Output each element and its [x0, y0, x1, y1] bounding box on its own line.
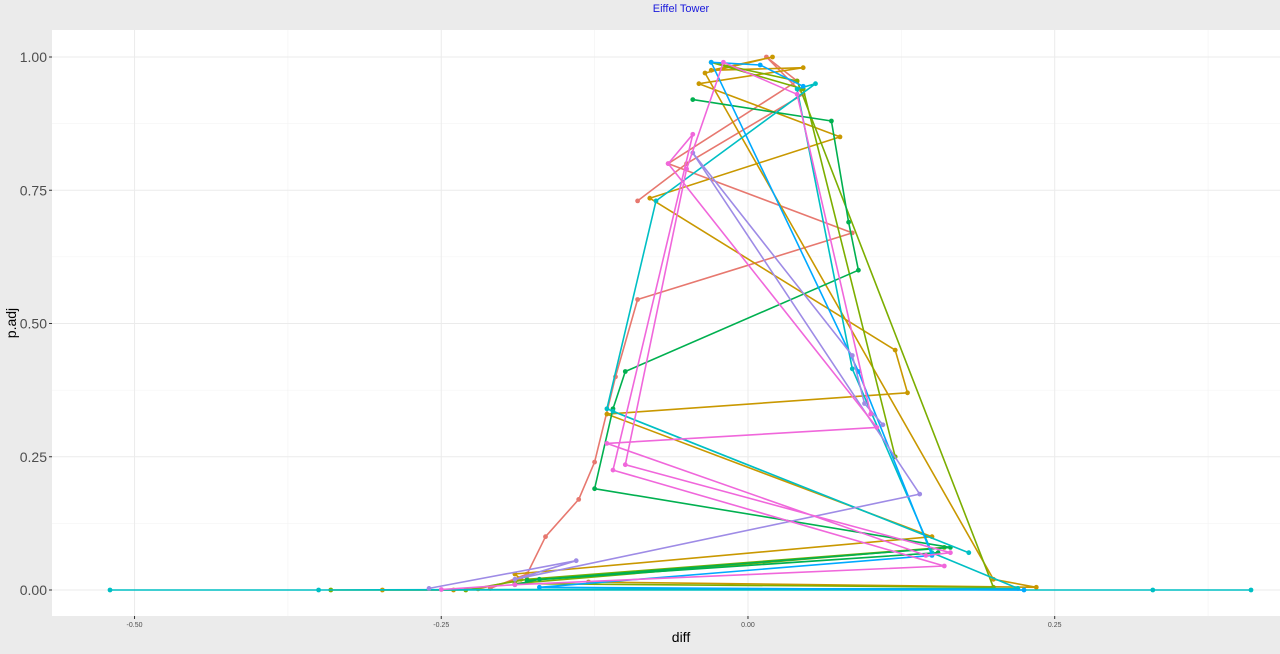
data-point — [708, 67, 714, 73]
data-point — [923, 553, 929, 558]
axis-layer: -0.50 -0.25 0.00 0.25 0.00 0.25 0.50 0.75 1.00 — [20, 49, 1062, 629]
series-line — [330, 61, 995, 591]
y-tick-label: 1.00 — [20, 49, 47, 65]
data-point — [868, 411, 874, 417]
data-point — [316, 587, 321, 593]
data-point — [794, 86, 800, 92]
data-point — [690, 131, 696, 137]
data-point — [610, 467, 616, 473]
data-point — [770, 54, 775, 60]
data-point — [512, 582, 518, 588]
data-point — [635, 297, 640, 302]
data-point — [524, 578, 530, 583]
data-point — [665, 161, 671, 167]
data-point — [622, 369, 628, 374]
series-line — [428, 152, 921, 590]
data-point — [849, 353, 855, 358]
data-point — [849, 366, 855, 372]
data-point — [592, 486, 597, 492]
data-point — [512, 576, 518, 582]
data-point — [905, 390, 910, 396]
data-point — [426, 586, 432, 591]
data-point — [653, 198, 659, 204]
x-tick-label: -0.50 — [127, 622, 143, 629]
data-point — [917, 491, 923, 497]
data-point — [880, 422, 886, 428]
data-point — [948, 550, 953, 556]
data-point — [941, 563, 947, 569]
data-point — [813, 81, 818, 87]
data-point — [696, 81, 702, 87]
data-point — [837, 134, 843, 140]
data-point — [721, 59, 726, 65]
series-line — [514, 98, 952, 586]
data-point — [438, 587, 444, 592]
data-point — [862, 401, 867, 406]
data-point — [708, 59, 714, 65]
y-tick-label: 0.75 — [20, 182, 47, 198]
x-axis-label: diff — [672, 629, 691, 645]
grid-lines — [52, 30, 1280, 616]
y-tick-label: 0.50 — [20, 316, 47, 332]
data-point — [1033, 584, 1039, 590]
data-point — [592, 459, 597, 465]
data-point — [635, 198, 640, 204]
data-point — [622, 462, 628, 468]
data-point — [757, 62, 763, 68]
data-point — [684, 166, 689, 172]
series-5 — [107, 81, 1254, 593]
data-point — [702, 70, 708, 76]
data-point — [537, 576, 542, 582]
chart-title: Eiffel Tower — [653, 3, 710, 15]
data-point — [604, 406, 610, 412]
y-tick-label: 0.25 — [20, 449, 47, 465]
data-point — [874, 425, 880, 430]
data-point — [610, 409, 616, 414]
data-point — [604, 441, 610, 446]
data-point — [892, 347, 898, 353]
data-point — [1021, 587, 1027, 593]
series-7 — [426, 150, 923, 591]
x-tick-label: 0.25 — [1048, 622, 1062, 629]
data-point — [543, 534, 548, 540]
data-point — [647, 195, 653, 201]
data-point — [690, 97, 696, 102]
data-point — [576, 497, 582, 502]
data-point — [829, 118, 834, 124]
data-point — [966, 550, 972, 556]
data-point — [794, 91, 800, 97]
y-axis-label: p.adj — [3, 308, 19, 338]
data-point — [800, 83, 806, 89]
series-8 — [438, 59, 953, 592]
data-point — [604, 411, 610, 417]
data-point — [537, 584, 542, 590]
data-point — [573, 558, 579, 564]
series-layer — [107, 54, 1254, 593]
data-point — [846, 219, 851, 225]
x-tick-label: -0.25 — [433, 622, 449, 629]
data-point — [800, 65, 806, 71]
data-point — [107, 587, 113, 593]
x-tick-label: 0.00 — [741, 622, 755, 629]
data-point — [1150, 587, 1156, 593]
data-point — [856, 267, 861, 273]
data-point — [1248, 587, 1254, 593]
y-tick-label: 0.00 — [20, 582, 47, 598]
